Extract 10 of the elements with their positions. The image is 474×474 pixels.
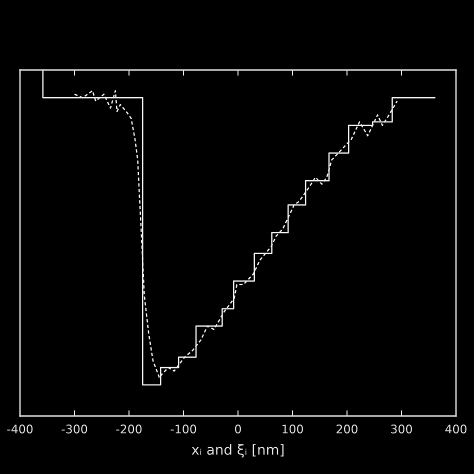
- x-tick-label: 200: [336, 424, 358, 434]
- x-tick-label: 300: [391, 424, 412, 434]
- x-tick-label: -100: [170, 424, 196, 434]
- x-tick-label: -200: [116, 424, 142, 434]
- x-tick-label: 100: [282, 424, 303, 434]
- x-tick-label: -400: [7, 424, 33, 434]
- x-tick-label: 400: [445, 424, 466, 434]
- x-tick-label: 0: [235, 424, 241, 434]
- x-axis-title: xᵢ and ξᵢ [nm]: [192, 444, 284, 458]
- x-tick-label: -300: [62, 424, 88, 434]
